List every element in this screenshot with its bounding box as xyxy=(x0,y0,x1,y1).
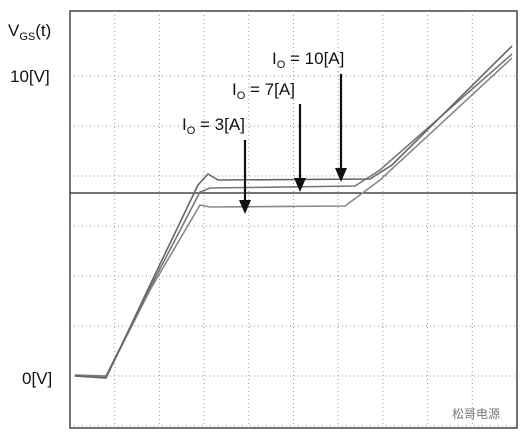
level-label: 10[V] xyxy=(10,67,50,86)
axis-subscript: GS xyxy=(19,31,35,43)
grid xyxy=(70,11,517,428)
annotation-text: = 7[A] xyxy=(245,80,295,99)
arrows xyxy=(239,74,347,214)
annotation-subscript: O xyxy=(237,90,246,102)
arrow-head xyxy=(335,168,347,182)
arrow-head xyxy=(239,200,251,214)
annotation-symbol: I xyxy=(182,115,187,134)
annotation-subscript: O xyxy=(187,125,196,137)
arrow-head xyxy=(294,178,306,192)
annotation-symbol: I xyxy=(272,49,277,68)
axis-suffix: (t) xyxy=(35,21,51,40)
axis-symbol: V xyxy=(8,21,20,40)
annotation-symbol: I xyxy=(232,80,237,99)
annotation: IO = 3[A] xyxy=(182,115,245,137)
annotation: IO = 10[A] xyxy=(272,49,344,71)
axis-label: VGS(t) xyxy=(8,21,51,43)
annotation-text: = 10[A] xyxy=(285,49,344,68)
annotation-subscript: O xyxy=(277,59,286,71)
level-label: 0[V] xyxy=(22,369,52,388)
waveforms xyxy=(74,45,513,379)
waveform-10a xyxy=(74,45,513,379)
watermark: 松哥电源 xyxy=(452,407,500,421)
annotation: IO = 7[A] xyxy=(232,80,295,102)
annotation-text: = 3[A] xyxy=(195,115,245,134)
